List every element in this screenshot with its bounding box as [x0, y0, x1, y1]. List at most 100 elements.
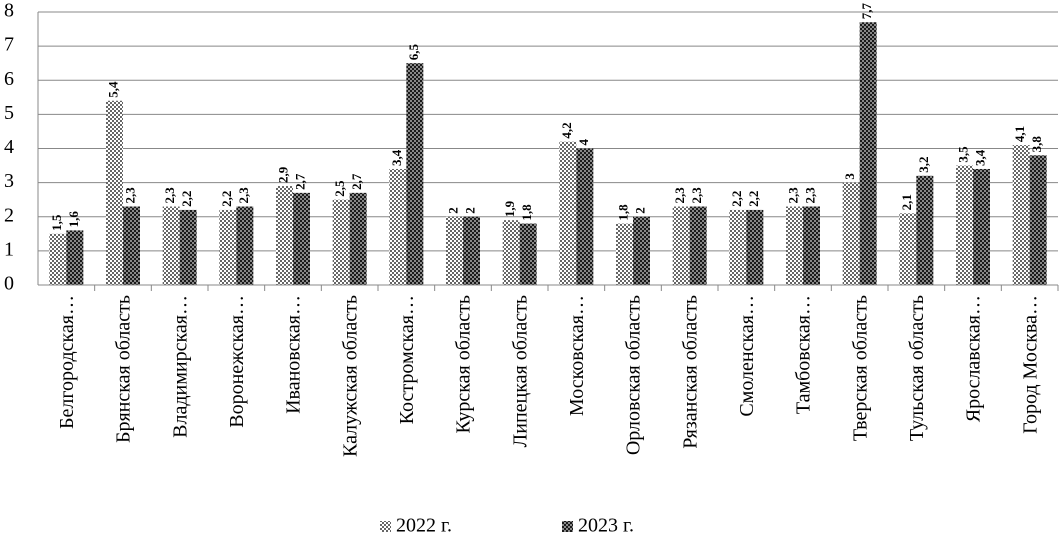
value-label: 3,4: [972, 149, 987, 166]
value-label: 2,3: [122, 187, 137, 204]
y-tick-label: 4: [4, 136, 14, 158]
value-label: 2,3: [785, 187, 800, 204]
bar: [162, 206, 180, 285]
bar: [389, 168, 407, 285]
legend-swatch: [380, 521, 391, 532]
bar: [49, 233, 67, 285]
x-tick-label: Калужская область: [339, 295, 361, 457]
y-tick-label: 6: [4, 68, 14, 90]
y-tick-label: 5: [4, 102, 14, 124]
legend-label: 2022 г.: [396, 515, 452, 537]
x-tick-label: Ивановская…: [283, 295, 305, 414]
value-label: 1,8: [615, 204, 630, 221]
bar: [406, 63, 424, 285]
value-label: 2,7: [292, 173, 307, 190]
y-tick-label: 2: [4, 204, 14, 226]
value-label: 3,4: [389, 149, 404, 166]
bar: [616, 223, 633, 285]
x-tick-label: Смоленская…: [736, 295, 758, 417]
x-tick-label: Город Москва…: [1019, 295, 1041, 434]
value-label: 2,9: [275, 166, 290, 183]
bar: [842, 182, 860, 285]
bar: [689, 206, 707, 285]
value-label: 2,2: [219, 191, 234, 207]
value-label: 2,2: [746, 191, 761, 207]
value-label: 2,5: [332, 180, 347, 197]
value-label: 7,7: [859, 2, 874, 19]
bar: [349, 192, 367, 285]
y-tick-label: 7: [4, 34, 14, 56]
x-tick-label: Липецкая область: [509, 295, 531, 447]
value-label: 3,8: [1029, 136, 1044, 153]
value-label: 2: [445, 207, 460, 214]
bar: [956, 165, 973, 285]
value-label: 1,9: [502, 200, 517, 217]
x-tick-label: Ярославская…: [963, 295, 985, 422]
x-tick-label: Костромская…: [396, 295, 418, 424]
bar: [179, 209, 197, 285]
bar: [899, 213, 917, 285]
y-tick-label: 0: [4, 273, 14, 295]
bar: [1012, 145, 1030, 285]
bar: [576, 148, 594, 285]
value-label: 1,8: [519, 204, 534, 221]
bar: [1029, 155, 1047, 285]
value-label: 3,2: [916, 157, 931, 173]
x-tick-label: Орловская область: [623, 295, 645, 455]
bar: [559, 141, 577, 285]
x-tick-label: Воронежская…: [226, 295, 248, 428]
bar: [633, 216, 650, 285]
bar: [859, 22, 877, 286]
legend-swatch: [562, 521, 573, 532]
x-tick-label: Брянская область: [113, 295, 135, 443]
value-label: 2,2: [179, 191, 194, 207]
bar: [973, 168, 990, 285]
x-tick-label: Владимирская…: [169, 295, 191, 438]
x-tick-label: Тамбовская…: [793, 295, 815, 414]
bar: [236, 206, 254, 285]
x-tick-label: Тверская область: [849, 295, 871, 441]
bar: [293, 192, 310, 285]
x-tick-label: Курская область: [453, 295, 475, 433]
bar: [276, 186, 293, 285]
y-tick-label: 3: [4, 170, 14, 192]
bar: [106, 100, 123, 285]
value-label: 4,2: [559, 122, 574, 138]
x-tick-label: Рязанская область: [679, 295, 701, 449]
bar: [502, 220, 520, 285]
value-label: 2,3: [802, 187, 817, 204]
value-label: 3: [842, 173, 857, 180]
value-label: 4,1: [1012, 126, 1027, 142]
bar: [786, 206, 803, 285]
bar: [123, 206, 140, 285]
x-tick-label: Тульская область: [906, 295, 928, 441]
value-label: 2,7: [349, 173, 364, 190]
bar: [746, 209, 764, 285]
value-label: 2: [632, 207, 647, 214]
value-label: 6,5: [406, 43, 421, 60]
x-tick-label: Московская…: [566, 295, 588, 416]
value-label: 1,5: [49, 214, 64, 231]
value-label: 2,3: [672, 187, 687, 204]
value-label: 2: [462, 207, 477, 214]
value-label: 3,5: [955, 146, 970, 163]
value-label: 2,2: [729, 191, 744, 207]
bar: [803, 206, 820, 285]
legend-label: 2023 г.: [578, 515, 634, 537]
x-tick-label: Белгородская…: [56, 295, 78, 429]
bar: [916, 175, 934, 285]
bar: [446, 216, 463, 285]
bar: [463, 216, 480, 285]
value-label: 4: [576, 139, 591, 146]
bar: [332, 199, 350, 285]
y-tick-label: 8: [4, 0, 14, 22]
value-label: 2,3: [689, 187, 704, 204]
bar: [729, 209, 747, 285]
bar: [66, 230, 84, 285]
value-label: 5,4: [105, 81, 120, 98]
value-label: 1,6: [66, 211, 81, 228]
bar: [519, 223, 537, 285]
y-tick-label: 1: [4, 238, 14, 260]
bar: [672, 206, 690, 285]
